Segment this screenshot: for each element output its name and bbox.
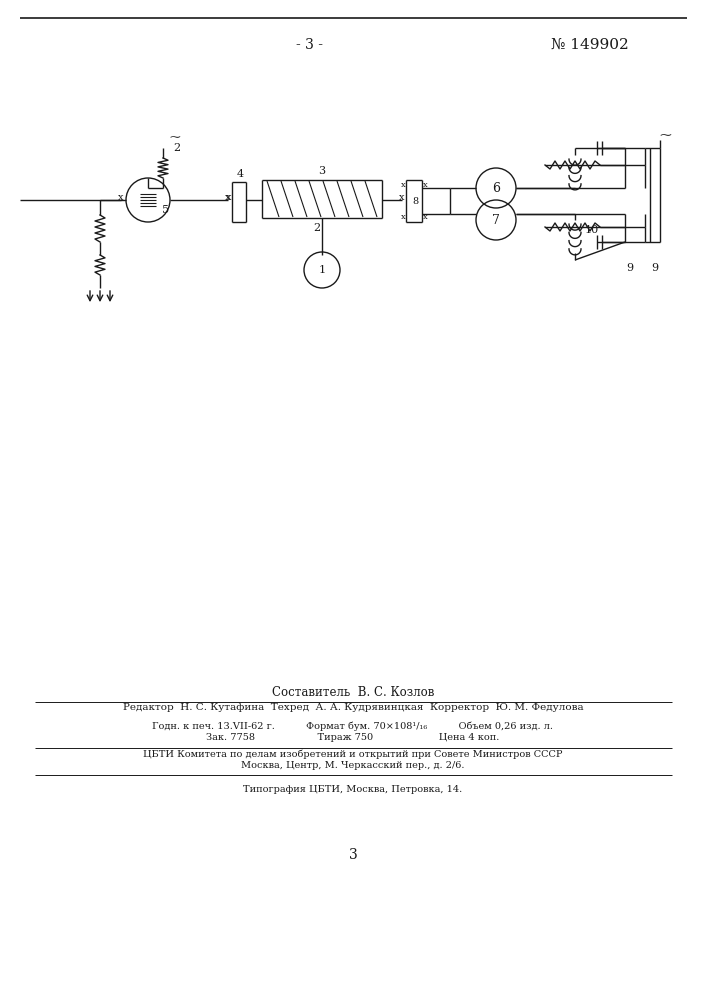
Text: Годн. к печ. 13.VII-62 г.          Формат бум. 70×108¹/₁₆          Объем 0,26 из: Годн. к печ. 13.VII-62 г. Формат бум. 70… [153, 721, 554, 731]
Text: 10: 10 [585, 225, 600, 235]
Text: Москва, Центр, М. Черкасский пер., д. 2/6.: Москва, Центр, М. Черкасский пер., д. 2/… [241, 762, 464, 770]
Text: x: x [118, 194, 124, 202]
Text: 1: 1 [318, 265, 325, 275]
Text: x: x [226, 194, 230, 202]
Text: x: x [401, 181, 405, 189]
Text: ЦБТИ Комитета по делам изобретений и открытий при Совете Министров СССР: ЦБТИ Комитета по делам изобретений и отк… [144, 749, 563, 759]
Text: - 3 -: - 3 - [296, 38, 324, 52]
Text: 7: 7 [492, 214, 500, 227]
Text: 6: 6 [492, 182, 500, 194]
Text: 4: 4 [236, 169, 244, 179]
Text: 2: 2 [173, 143, 180, 153]
Text: x: x [401, 213, 405, 221]
Text: 2: 2 [313, 223, 320, 233]
Text: 9: 9 [651, 263, 658, 273]
Text: ~: ~ [169, 131, 182, 145]
Text: Редактор  Н. С. Кутафина  Техред  А. А. Кудрявинцкая  Корректор  Ю. М. Федулова: Редактор Н. С. Кутафина Техред А. А. Куд… [123, 704, 583, 712]
Text: Типография ЦБТИ, Москва, Петровка, 14.: Типография ЦБТИ, Москва, Петровка, 14. [243, 786, 462, 794]
Text: x: x [399, 194, 404, 202]
Text: 3: 3 [349, 848, 357, 862]
Text: x: x [226, 194, 232, 202]
Text: 8: 8 [412, 196, 418, 206]
Text: x: x [423, 213, 427, 221]
Text: 9: 9 [626, 263, 633, 273]
Text: 5: 5 [163, 205, 170, 215]
Text: ~: ~ [658, 126, 672, 143]
Text: x: x [423, 181, 427, 189]
Text: Составитель  В. С. Козлов: Составитель В. С. Козлов [271, 686, 434, 700]
Text: № 149902: № 149902 [551, 38, 629, 52]
Text: 3: 3 [318, 166, 325, 176]
Text: Зак. 7758                    Тираж 750                     Цена 4 коп.: Зак. 7758 Тираж 750 Цена 4 коп. [206, 734, 500, 742]
